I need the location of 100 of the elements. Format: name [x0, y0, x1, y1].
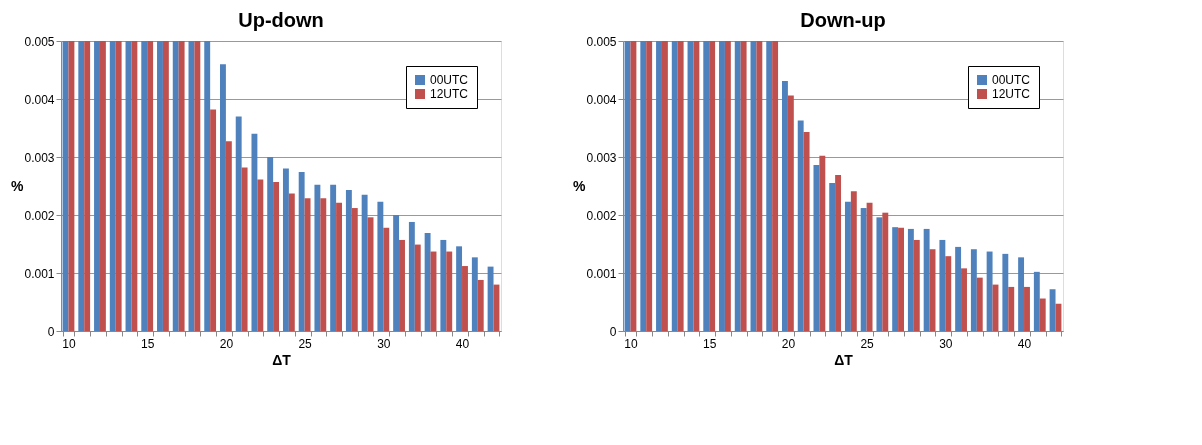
x-tick-label: 15 — [141, 336, 155, 351]
y-axis-title: % — [573, 177, 587, 194]
bar — [330, 184, 337, 331]
x-tick-label: 10 — [624, 336, 638, 351]
bar — [703, 41, 710, 331]
bar — [829, 183, 836, 331]
bar — [298, 172, 305, 331]
bar — [235, 116, 242, 331]
bar — [131, 41, 138, 331]
bar — [630, 41, 637, 331]
bar — [204, 41, 211, 331]
bar — [399, 239, 405, 331]
x-tick-label: 25 — [860, 336, 875, 351]
bar — [882, 212, 889, 331]
y-tick-label: 0.002 — [24, 208, 55, 223]
bar — [408, 221, 415, 331]
bar — [892, 227, 899, 331]
bar — [456, 246, 463, 331]
chart-title: Down-up — [800, 9, 886, 31]
bar — [1049, 289, 1056, 331]
y-tick-label: 0.005 — [586, 34, 617, 49]
bar — [345, 190, 352, 331]
bar — [939, 239, 946, 331]
legend-label: 12UTC — [430, 87, 469, 101]
y-tick-label: 0.002 — [586, 208, 617, 223]
bar — [424, 232, 431, 331]
bar — [304, 198, 311, 331]
bar — [850, 191, 857, 331]
bar — [844, 201, 851, 331]
bar — [471, 257, 478, 331]
bar — [797, 120, 804, 331]
bar — [361, 194, 368, 331]
y-tick-label: 0.003 — [586, 150, 617, 165]
bar — [462, 266, 468, 331]
bar — [740, 41, 747, 331]
bar — [94, 41, 100, 331]
bar — [772, 41, 779, 331]
bar — [210, 109, 217, 331]
bar — [719, 41, 725, 331]
bar — [787, 95, 794, 331]
bar — [477, 279, 484, 331]
bar — [782, 81, 788, 331]
y-tick-label: 0.001 — [586, 266, 617, 281]
x-tick-label: 25 — [298, 336, 313, 351]
bar — [99, 41, 106, 331]
bar — [115, 41, 122, 331]
bar — [819, 155, 826, 331]
bar — [147, 41, 154, 331]
x-tick-label: 30 — [377, 336, 391, 351]
bar — [288, 193, 295, 331]
bar — [693, 41, 700, 331]
bar — [1002, 253, 1009, 331]
bar — [414, 244, 421, 331]
bar — [78, 41, 85, 331]
bar — [1018, 257, 1025, 331]
bar — [976, 277, 983, 331]
bar — [766, 41, 773, 331]
bar — [813, 165, 820, 331]
bar — [320, 198, 327, 331]
bar — [282, 168, 289, 331]
bar — [986, 251, 993, 331]
bar — [273, 181, 280, 331]
bar — [162, 41, 169, 331]
bar — [677, 41, 684, 331]
bar — [109, 41, 116, 331]
bar — [141, 41, 148, 331]
bar — [1039, 298, 1046, 331]
bar — [913, 239, 920, 331]
x-tick-label: 40 — [455, 336, 470, 351]
bar — [84, 41, 91, 331]
bar — [640, 41, 647, 331]
bar — [709, 41, 716, 331]
bar — [671, 41, 678, 331]
bar — [172, 41, 179, 331]
bar — [923, 228, 930, 331]
x-tick-label: 15 — [703, 336, 717, 351]
bar — [803, 132, 810, 331]
x-tick-label: 10 — [62, 336, 76, 351]
y-tick-label: 0.004 — [586, 92, 617, 107]
bar — [225, 141, 232, 331]
bar — [393, 215, 400, 331]
y-tick-label: 0.001 — [24, 266, 55, 281]
bar — [1008, 286, 1015, 331]
y-tick-label: 0.003 — [24, 150, 55, 165]
y-axis-title: % — [11, 177, 25, 194]
bar — [383, 227, 390, 331]
bar — [314, 184, 321, 331]
bar — [876, 217, 883, 331]
legend-label: 00UTC — [992, 73, 1031, 87]
x-tick-label: 40 — [1017, 336, 1032, 351]
bar — [1024, 286, 1030, 331]
bar — [351, 208, 358, 331]
bar — [724, 41, 731, 331]
bar — [661, 41, 668, 331]
bar — [68, 41, 75, 331]
bar — [835, 174, 842, 331]
x-axis-title: ΔT — [272, 351, 292, 368]
bar — [955, 246, 962, 331]
chart-title: Up-down — [238, 9, 324, 31]
bar — [251, 133, 258, 331]
